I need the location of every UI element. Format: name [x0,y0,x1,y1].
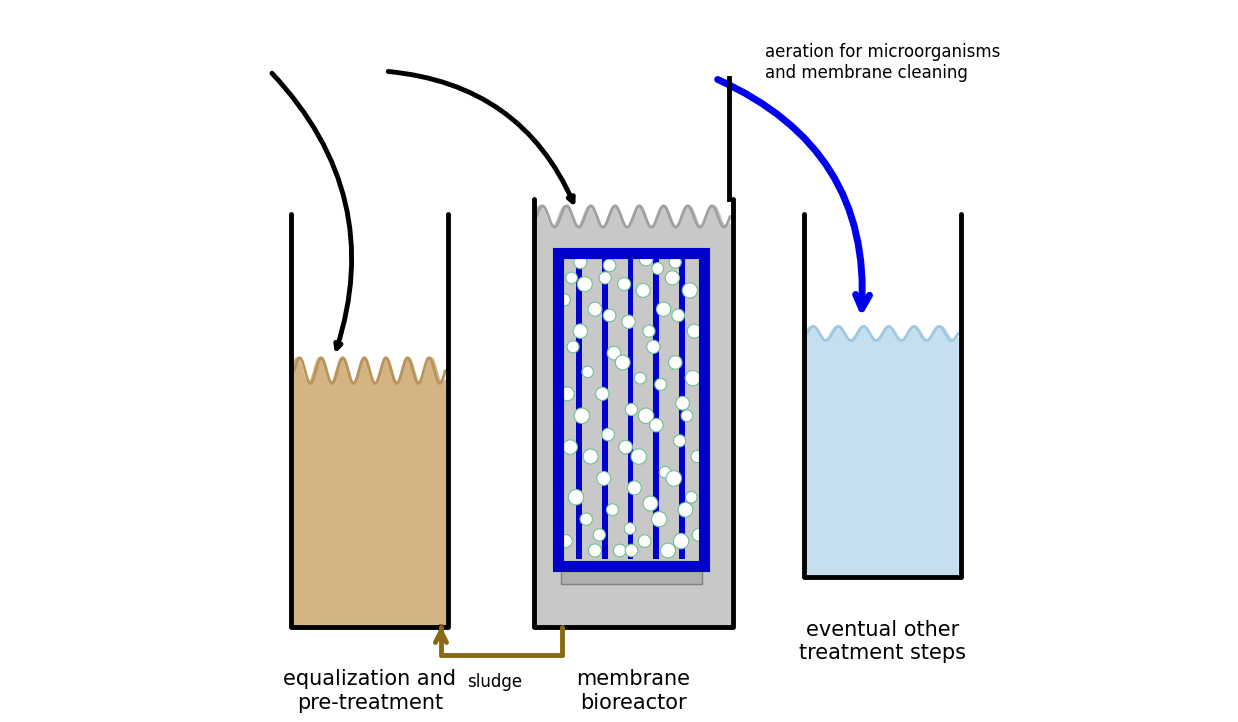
Bar [678,256,685,559]
Circle shape [643,496,657,511]
Text: aeration for microorganisms
and membrane cleaning: aeration for microorganisms and membrane… [765,43,1000,82]
Circle shape [558,294,571,306]
Bar [602,256,608,559]
Circle shape [656,302,671,316]
Circle shape [673,435,686,447]
Circle shape [655,378,666,391]
Circle shape [607,504,619,516]
Circle shape [682,283,697,298]
Circle shape [573,324,588,339]
Text: sludge: sludge [467,673,522,691]
Circle shape [639,252,652,266]
Circle shape [672,309,685,322]
Bar [628,256,634,559]
Circle shape [643,325,655,337]
Circle shape [685,370,701,386]
Circle shape [621,315,635,329]
Circle shape [614,544,626,557]
Circle shape [636,284,650,297]
Circle shape [599,271,612,284]
Text: membrane
bioreactor: membrane bioreactor [576,669,691,713]
Text: eventual other
treatment steps: eventual other treatment steps [799,619,966,663]
Circle shape [691,451,703,463]
Circle shape [577,277,592,292]
Circle shape [588,303,602,316]
Text: equalization and
pre-treatment: equalization and pre-treatment [284,669,457,713]
Circle shape [665,271,680,285]
Circle shape [581,513,592,526]
Circle shape [687,324,701,338]
Circle shape [661,543,676,558]
Circle shape [574,256,587,269]
Polygon shape [295,358,446,627]
Bar [561,566,702,584]
Circle shape [603,309,617,322]
Circle shape [618,278,630,291]
Circle shape [574,408,589,424]
Circle shape [566,272,577,284]
Circle shape [639,408,654,424]
Circle shape [603,259,615,271]
Circle shape [650,419,664,432]
Polygon shape [536,206,730,627]
Polygon shape [807,326,958,577]
Circle shape [597,471,610,485]
Bar [654,256,659,559]
Circle shape [634,373,646,384]
Circle shape [588,544,602,557]
Circle shape [568,490,583,505]
Circle shape [560,534,572,547]
Circle shape [625,404,638,416]
Bar [576,256,582,559]
Circle shape [624,523,636,534]
Circle shape [607,347,620,360]
Circle shape [595,387,609,401]
Circle shape [628,481,641,495]
Circle shape [615,355,630,370]
Circle shape [681,410,693,422]
Bar [558,253,704,566]
Circle shape [676,396,690,410]
Circle shape [561,387,574,401]
Circle shape [567,341,579,353]
Circle shape [651,511,667,527]
Circle shape [692,529,704,542]
Circle shape [646,340,660,354]
Circle shape [670,256,681,268]
Circle shape [631,449,646,464]
Circle shape [582,366,593,378]
Circle shape [602,428,614,441]
Circle shape [593,529,605,541]
Circle shape [639,535,651,547]
Circle shape [686,492,697,503]
Circle shape [673,534,688,549]
Circle shape [619,440,633,454]
Circle shape [563,440,577,454]
Bar [558,253,704,566]
Circle shape [669,356,682,369]
Circle shape [666,471,682,486]
Circle shape [678,503,693,517]
Circle shape [661,544,675,557]
Circle shape [625,544,638,557]
Circle shape [583,449,598,464]
Circle shape [660,466,671,478]
Circle shape [652,263,664,274]
